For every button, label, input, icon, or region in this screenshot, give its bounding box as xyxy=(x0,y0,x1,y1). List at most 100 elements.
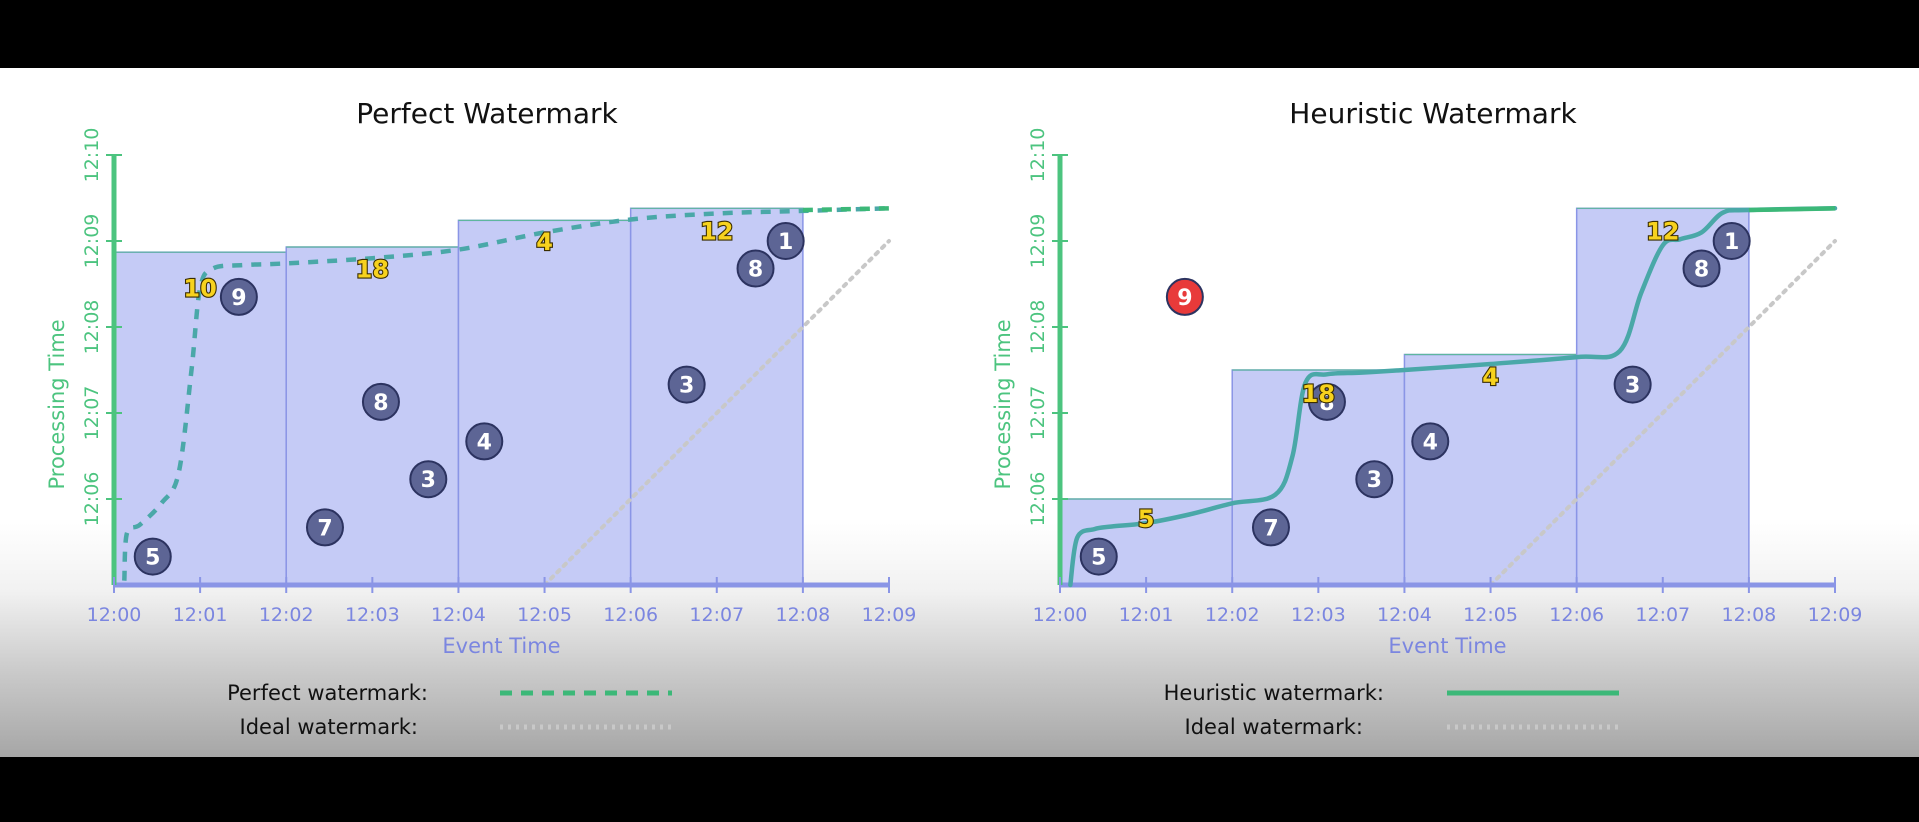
x-tick-label: 12:06 xyxy=(1549,604,1604,626)
letterbox-bottom xyxy=(0,757,1919,822)
x-tick-label: 12:01 xyxy=(173,604,228,626)
data-point-1: 5 xyxy=(133,537,172,576)
data-point-8: 8 xyxy=(736,249,775,288)
y-tick-label: 12:09 xyxy=(1027,214,1049,269)
window-3 xyxy=(1403,353,1578,586)
data-point-label: 3 xyxy=(679,374,694,399)
data-point-circle xyxy=(219,277,258,316)
x-tick-label: 12:04 xyxy=(431,604,486,626)
data-point-7: 3 xyxy=(1613,365,1652,404)
data-point-2: 9 xyxy=(1165,277,1204,316)
result-label: 12 xyxy=(700,218,733,246)
x-tick-label: 12:08 xyxy=(776,604,831,626)
data-point-9: 1 xyxy=(766,222,805,260)
y-tick-label: 12:07 xyxy=(81,386,103,441)
x-tick-label: 12:07 xyxy=(689,604,744,626)
legend-item-2: Ideal watermark: xyxy=(240,715,672,739)
x-tick-label: 12:00 xyxy=(87,604,142,626)
data-point-circle xyxy=(133,537,172,576)
data-point-6: 4 xyxy=(465,422,504,461)
y-axis-label: Processing Time xyxy=(991,319,1015,489)
data-point-circle xyxy=(305,508,344,547)
x-axis-label: Event Time xyxy=(1388,634,1506,658)
data-point-4: 8 xyxy=(361,382,400,421)
data-point-circle xyxy=(361,382,400,421)
data-point-3: 7 xyxy=(1251,508,1290,547)
result-label: 12 xyxy=(1646,218,1679,246)
window-4 xyxy=(1575,207,1750,586)
data-point-circle xyxy=(465,422,504,461)
data-point-5: 3 xyxy=(1355,460,1394,499)
watermark-line xyxy=(122,206,890,581)
y-tick-label: 12:10 xyxy=(1027,128,1049,183)
y-tick-label: 12:06 xyxy=(1027,472,1049,527)
legend-item-1: Perfect watermark: xyxy=(227,681,672,705)
data-point-label: 7 xyxy=(317,516,332,541)
data-point-circle xyxy=(1165,277,1204,316)
data-point-6: 4 xyxy=(1411,422,1450,461)
data-point-label: 3 xyxy=(421,468,436,493)
y-tick-label: 12:06 xyxy=(81,472,103,527)
data-point-9: 1 xyxy=(1712,222,1751,260)
result-label: 4 xyxy=(1482,363,1499,391)
data-point-circle xyxy=(409,460,448,499)
data-point-4: 8 xyxy=(1307,382,1346,421)
x-tick-label: 12:02 xyxy=(259,604,314,626)
x-tick-label: 12:09 xyxy=(1808,604,1863,626)
data-point-circle xyxy=(1355,460,1394,499)
data-point-label: 8 xyxy=(373,391,388,416)
data-point-label: 8 xyxy=(748,258,763,283)
result-label: 18 xyxy=(1302,380,1335,408)
legend-label: Ideal watermark: xyxy=(240,715,418,739)
data-point-1: 5 xyxy=(1079,537,1118,576)
y-tick-label: 12:08 xyxy=(81,300,103,355)
legend-item-3: Heuristic watermark: xyxy=(1164,681,1619,705)
y-tick-label: 12:08 xyxy=(1027,300,1049,355)
x-tick-label: 12:02 xyxy=(1205,604,1260,626)
data-point-label: 8 xyxy=(1694,258,1709,283)
data-point-circle xyxy=(736,249,775,288)
letterbox-top xyxy=(0,0,1919,68)
data-point-circle xyxy=(1682,249,1721,288)
legend-label: Heuristic watermark: xyxy=(1164,681,1384,705)
data-point-label: 9 xyxy=(231,286,246,311)
x-tick-label: 12:05 xyxy=(517,604,572,626)
data-point-circle xyxy=(766,222,805,260)
x-tick-label: 12:03 xyxy=(345,604,400,626)
result-label: 18 xyxy=(356,256,389,284)
data-point-3: 7 xyxy=(305,508,344,547)
chart-panel-2: Heuristic Watermark 12:00 12:01 12:02 12:03 1… xyxy=(991,97,1862,658)
data-point-label: 3 xyxy=(1367,468,1382,493)
data-point-label: 5 xyxy=(145,546,160,571)
x-tick-label: 12:01 xyxy=(1119,604,1174,626)
legend-label: Ideal watermark: xyxy=(1185,715,1363,739)
x-tick-label: 12:04 xyxy=(1377,604,1432,626)
x-tick-label: 12:05 xyxy=(1463,604,1518,626)
chart-title: Heuristic Watermark xyxy=(1289,97,1577,130)
data-point-2: 9 xyxy=(219,277,258,316)
x-tick-label: 12:03 xyxy=(1291,604,1346,626)
legend-item-4: Ideal watermark: xyxy=(1185,715,1619,739)
data-point-circle xyxy=(1079,537,1118,576)
legend-label: Perfect watermark: xyxy=(227,681,428,705)
data-point-7: 3 xyxy=(667,365,706,404)
data-point-label: 7 xyxy=(1263,516,1278,541)
y-tick-label: 12:10 xyxy=(81,128,103,183)
x-axis-label: Event Time xyxy=(442,634,560,658)
watermark-extension xyxy=(1748,206,1836,213)
data-point-label: 8 xyxy=(1319,391,1334,416)
x-tick-label: 12:09 xyxy=(862,604,917,626)
data-point-8: 8 xyxy=(1682,249,1721,288)
data-point-circle xyxy=(667,365,706,404)
data-point-label: 4 xyxy=(1423,430,1438,455)
chart-title: Perfect Watermark xyxy=(356,97,618,130)
watermark-line xyxy=(1068,206,1838,588)
x-tick-label: 12:06 xyxy=(603,604,658,626)
y-tick-label: 12:07 xyxy=(1027,386,1049,441)
x-tick-label: 12:00 xyxy=(1033,604,1088,626)
y-axis-label: Processing Time xyxy=(45,319,69,489)
data-point-5: 3 xyxy=(409,460,448,499)
data-point-circle xyxy=(1251,508,1290,547)
data-point-label: 4 xyxy=(477,430,492,455)
